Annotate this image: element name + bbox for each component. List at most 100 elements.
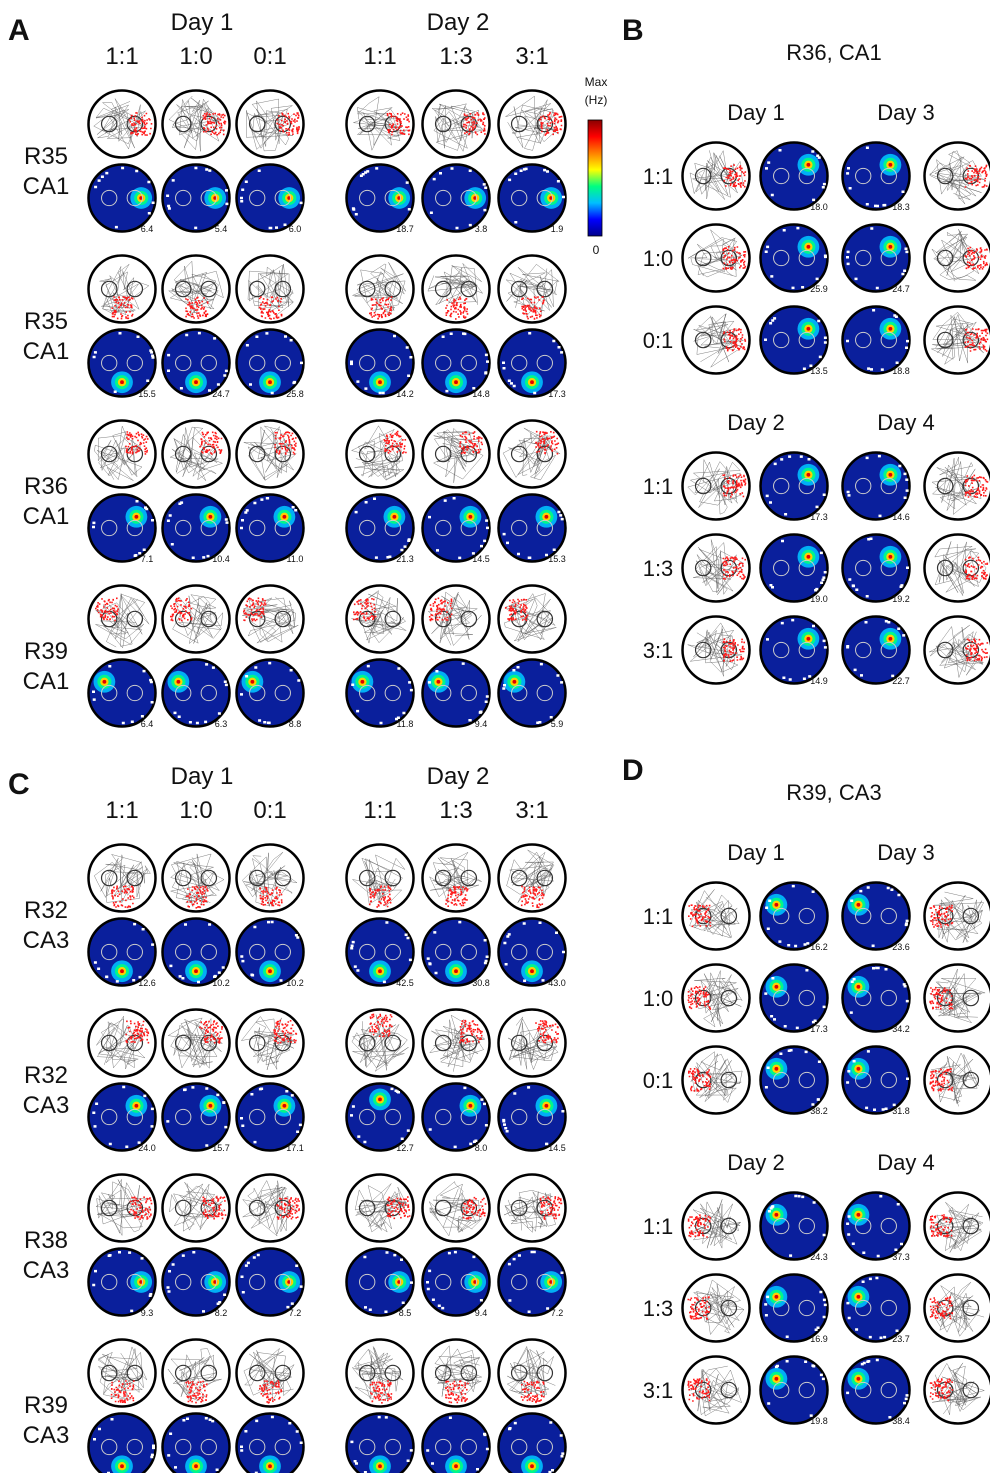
object-left	[249, 684, 266, 702]
rate-map-outline	[235, 1247, 305, 1317]
object-left	[174, 1034, 192, 1052]
object-right	[384, 610, 402, 628]
object-right	[880, 477, 897, 495]
rate-map-outline	[841, 1273, 911, 1343]
trajectory-map	[421, 1173, 491, 1243]
trajectory-map	[681, 451, 751, 521]
object-left	[434, 115, 452, 133]
object-right	[384, 943, 401, 961]
rate-map: 9.4	[421, 658, 491, 729]
path-traces	[929, 891, 985, 943]
field-peak	[392, 514, 397, 519]
unvisited-bins	[846, 146, 905, 208]
rate-map-outline	[235, 328, 305, 398]
object-right	[962, 989, 980, 1007]
field-peak	[806, 162, 811, 167]
object-left	[175, 1273, 192, 1291]
trajectory-map	[923, 881, 990, 951]
object-right	[126, 1438, 143, 1456]
rate-map: 23.7	[841, 1273, 911, 1344]
rate-map: 17.4	[235, 1412, 305, 1473]
peak-rate-label: 15.7	[212, 1143, 230, 1153]
rate-map: 18.3	[841, 141, 911, 212]
spike-markers	[276, 112, 300, 136]
object-left	[248, 1034, 266, 1052]
spike-markers	[722, 246, 747, 270]
spike-markers	[964, 164, 988, 188]
path-traces	[94, 425, 143, 481]
trajectory-map	[421, 419, 491, 489]
condition-label: 0:1	[643, 1068, 674, 1093]
object-right	[536, 445, 554, 463]
trajectory-map	[497, 89, 567, 159]
unvisited-bins	[92, 665, 154, 725]
object-left	[435, 1108, 452, 1126]
condition-label: 0:1	[253, 43, 286, 70]
object-left	[358, 1199, 376, 1217]
object-right	[460, 519, 477, 537]
object-left	[855, 1381, 872, 1399]
arena-outline	[345, 1173, 415, 1243]
rate-map-outline	[235, 493, 305, 563]
object-left	[511, 1438, 528, 1456]
object-left	[511, 189, 528, 207]
peak-rate-label: 38.4	[892, 1416, 910, 1426]
spike-markers	[199, 1020, 223, 1044]
object-left	[936, 331, 954, 349]
field-peak	[806, 554, 811, 559]
unvisited-bins	[350, 921, 412, 984]
field-peak	[544, 1103, 549, 1108]
object-right	[962, 1217, 980, 1235]
path-traces	[243, 425, 297, 481]
rate-map: 15.5	[87, 328, 157, 399]
trajectory-map	[681, 963, 751, 1033]
unvisited-bins	[93, 922, 155, 983]
object-left	[511, 943, 528, 961]
object-left	[248, 1199, 266, 1217]
trajectory-map	[235, 254, 305, 324]
path-traces	[95, 593, 150, 649]
condition-label: 0:1	[253, 797, 286, 824]
object-right	[200, 1108, 217, 1126]
path-traces	[427, 591, 482, 646]
object-left	[175, 684, 192, 702]
rate-map: 9.3	[87, 1247, 157, 1318]
field-peak	[856, 984, 861, 989]
object-left	[936, 477, 954, 495]
field-peak	[530, 969, 534, 974]
rate-map: 7.2	[497, 1247, 567, 1318]
spike-markers	[687, 986, 712, 1010]
object-right	[798, 989, 815, 1007]
unvisited-bins	[351, 664, 413, 725]
trajectory-map	[87, 1173, 157, 1243]
object-right	[798, 249, 815, 267]
object-right	[536, 943, 553, 961]
rate-map: 9.4	[421, 1247, 491, 1318]
object-left	[773, 249, 790, 267]
object-left	[101, 354, 118, 372]
unvisited-bins	[846, 1358, 909, 1419]
object-left	[100, 280, 118, 298]
rate-map-outline	[161, 328, 231, 398]
unvisited-bins	[94, 166, 155, 229]
arena-outline	[923, 223, 990, 293]
object-left	[359, 189, 376, 207]
object-right	[460, 189, 477, 207]
object-left	[249, 1273, 266, 1291]
unvisited-bins	[240, 169, 303, 230]
object-right	[798, 1299, 815, 1317]
object-right	[798, 907, 815, 925]
object-right	[536, 610, 554, 628]
condition-label: 0:1	[643, 328, 674, 353]
object-left	[358, 115, 376, 133]
rate-map: 12.6	[87, 917, 157, 988]
field-peak	[436, 679, 441, 684]
field-peak	[774, 984, 779, 989]
object-left	[175, 1108, 192, 1126]
rate-map-outline	[421, 917, 491, 987]
object-right	[460, 943, 477, 961]
object-right	[274, 519, 291, 537]
object-left	[435, 1438, 452, 1456]
peak-rate-label: 23.6	[892, 942, 910, 952]
unvisited-bins	[92, 1085, 154, 1149]
